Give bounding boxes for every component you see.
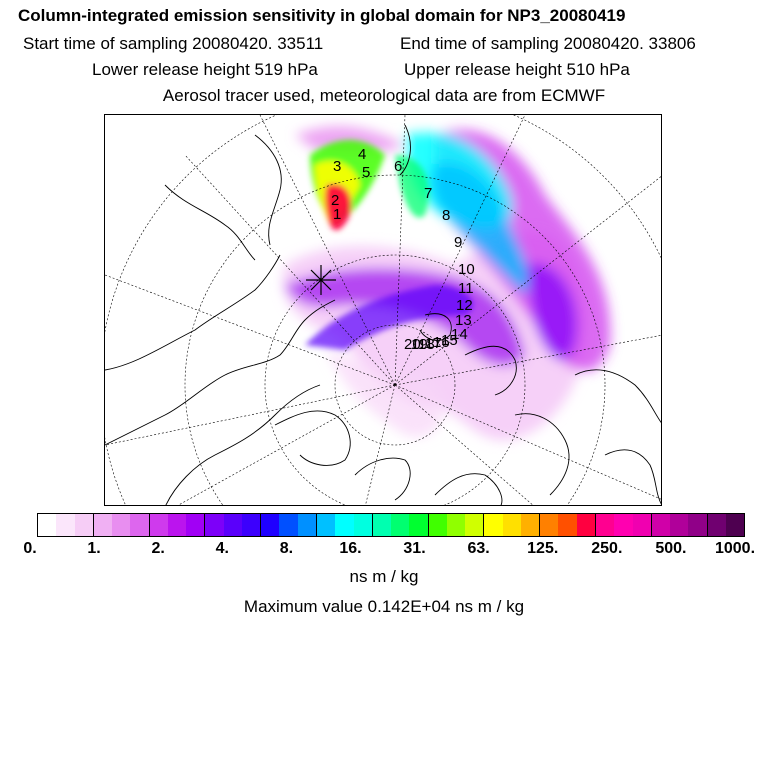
colorbar [37,513,745,537]
lower-height-label: Lower release height 519 hPa [92,60,318,79]
colorbar-swatch [261,514,280,536]
day-marker-18: 18 [418,336,435,353]
colorbar-swatch [112,514,131,536]
day-marker-3: 3 [333,158,341,175]
release-point [306,265,336,295]
colorbar-swatch [595,514,615,536]
colorbar-tick-label: 1. [87,540,101,557]
colorbar-swatch [614,514,633,536]
colorbar-swatch [391,514,410,536]
colorbar-swatch [520,514,541,536]
colorbar-tick-label: 0. [23,540,37,557]
day-markers: 1 2 3 4 5 6 7 8 9 10 11 12 13 14 15 16 1… [331,146,475,353]
colorbar-tick-label: 8. [279,540,294,557]
colorbar-tick-label: 16. [339,540,362,557]
day-marker-17: 17 [425,335,442,352]
colorbar-swatch [353,514,373,536]
colorbar-swatch [335,514,354,536]
colorbar-swatch [316,514,336,536]
colorbar-swatch [465,514,485,536]
colorbar-swatch [428,514,447,536]
colorbar-tick-label: 31. [403,540,426,557]
colorbar-tick-label: 500. [655,540,687,557]
colorbar-swatch [484,514,503,536]
colorbar-tick-label: 63. [467,540,490,557]
colorbar-swatch [502,514,521,536]
colorbar-swatch [186,514,206,536]
colorbar-swatch [167,514,187,536]
colorbar-tick-label: 125. [527,540,559,557]
colorbar-tick-label: 2. [151,540,165,557]
max-value-label: Maximum value 0.142E+04 ns m / kg [243,597,525,616]
colorbar-swatch [688,514,708,536]
plume-core [305,140,474,350]
day-marker-4: 4 [358,146,366,163]
aerosol-info: Aerosol tracer used, meteorological data… [162,86,606,105]
day-marker-19: 19 [411,336,428,353]
colorbar-swatch [130,514,150,536]
day-marker-12: 12 [456,297,473,314]
colorbar-tick-label: 1000. [714,540,756,557]
day-marker-9: 9 [454,234,462,251]
colorbar-tick-label: 250. [591,540,623,557]
day-marker-14: 14 [451,326,468,343]
colorbar-swatch [725,514,745,536]
unit-label: ns m / kg [349,567,419,586]
colorbar-swatch [241,514,262,536]
start-time-label: Start time of sampling 20080420. 33511 [23,34,324,53]
day-marker-5: 5 [362,164,370,181]
colorbar-swatch [651,514,671,536]
colorbar-swatch [223,514,242,536]
colorbar-swatch [558,514,577,536]
day-marker-6: 6 [394,158,402,175]
map-panel: 1 2 3 4 5 6 7 8 9 10 11 12 13 14 15 16 1… [104,114,662,506]
map-canvas: 1 2 3 4 5 6 7 8 9 10 11 12 13 14 15 16 1… [105,115,661,505]
colorbar-swatch [409,514,429,536]
day-marker-16: 16 [433,334,450,351]
colorbar-swatch [74,514,94,536]
colorbar-swatch [93,514,113,536]
colorbar-swatch [632,514,652,536]
colorbar-swatch [446,514,466,536]
colorbar-swatch [707,514,726,536]
colorbar-swatch [149,514,168,536]
colorbar-swatch [576,514,596,536]
sensitivity-field [283,126,611,441]
day-marker-8: 8 [442,207,450,224]
day-marker-13: 13 [455,312,472,329]
colorbar-swatch [279,514,298,536]
day-marker-1: 1 [333,206,341,223]
coastlines [105,124,661,505]
day-marker-11: 11 [458,280,474,297]
map-title: Column-integrated emission sensitivity i… [18,6,626,25]
colorbar-swatch [540,514,559,536]
upper-height-label: Upper release height 510 hPa [404,60,630,79]
colorbar-swatch [670,514,689,536]
colorbar-tick-label: 4. [215,540,229,557]
colorbar-swatch [205,514,224,536]
colorbar-swatch [38,514,57,536]
day-marker-15: 15 [441,332,458,349]
colorbar-swatch [297,514,317,536]
colorbar-swatch [372,514,392,536]
day-marker-20: 20 [404,336,421,353]
end-time-label: End time of sampling 20080420. 33806 [400,34,696,53]
colorbar-swatch [56,514,75,536]
day-marker-10: 10 [458,261,475,278]
graticule [105,115,661,505]
day-marker-7: 7 [424,185,432,202]
day-marker-2: 2 [331,192,339,209]
